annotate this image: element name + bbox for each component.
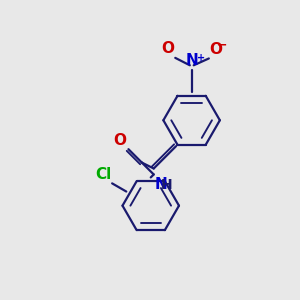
Text: −: −: [217, 39, 228, 52]
Text: +: +: [197, 53, 205, 63]
Text: O: O: [210, 42, 223, 57]
Text: N: N: [185, 53, 198, 68]
Text: Cl: Cl: [95, 167, 111, 182]
Text: O: O: [161, 41, 174, 56]
Text: N: N: [154, 177, 167, 192]
Text: O: O: [113, 133, 126, 148]
Text: H: H: [161, 178, 172, 192]
